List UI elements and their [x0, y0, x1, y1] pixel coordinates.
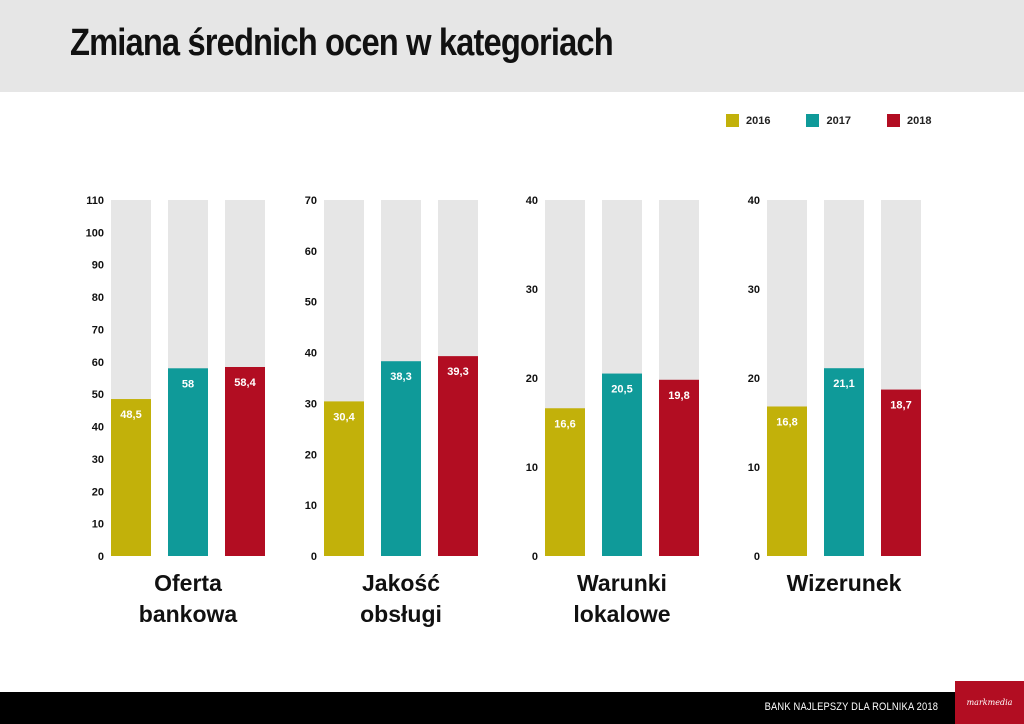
legend-item-2018: 2018 [886, 114, 932, 127]
legend-item-2017: 2017 [806, 114, 851, 127]
chart-group-4: 0 10 20 30 40 16,8 21,1 18,7 Wizerunek [748, 195, 921, 596]
footer-text: BANK NAJLEPSZY DLA ROLNIKA 2018 [764, 701, 938, 713]
y-tick-label: 0 [754, 551, 760, 563]
bar-value-label: 39,3 [447, 366, 468, 378]
y-tick-label: 40 [748, 195, 760, 207]
category-title: Warunki [577, 570, 667, 596]
y-tick-label: 20 [305, 449, 317, 461]
y-tick-label: 100 [86, 227, 104, 239]
legend-swatch-2017 [806, 114, 820, 127]
bar-2016 [111, 399, 151, 556]
bar-2018 [438, 356, 478, 556]
y-tick-label: 60 [92, 357, 104, 369]
y-tick-label: 110 [86, 195, 104, 207]
category-title: Oferta [154, 570, 222, 596]
bar-2018 [225, 366, 265, 556]
category-title: obsługi [360, 601, 442, 627]
category-title: Jakość [362, 570, 440, 596]
y-tick-label: 30 [748, 284, 760, 296]
header-band: Zmiana średnich ocen w kategoriach [0, 0, 1024, 92]
y-tick-label: 20 [748, 373, 760, 385]
chart-group-1: 0 10 20 30 40 50 60 70 80 90 100 110 48,5 58 58,4 Ofert… [86, 195, 265, 627]
y-tick-label: 0 [532, 551, 538, 563]
bar-value-label: 48,5 [120, 409, 141, 421]
y-tick-label: 20 [526, 373, 538, 385]
bar-value-label: 16,8 [776, 416, 797, 428]
y-tick-label: 40 [305, 348, 317, 360]
bar-2017 [602, 373, 642, 556]
bar-value-label: 21,1 [833, 378, 854, 390]
bar-value-label: 16,6 [554, 418, 575, 430]
y-tick-label: 0 [311, 551, 317, 563]
bar-value-label: 58 [182, 378, 194, 390]
legend: 2016 2017 2018 [726, 114, 967, 127]
logo-signature: markmedia [966, 698, 1013, 707]
bar-2017 [168, 368, 208, 556]
category-title: lokalowe [573, 601, 670, 627]
legend-item-2016: 2016 [726, 114, 770, 127]
page-title: Zmiana średnich ocen w kategoriach [70, 22, 614, 64]
bar-2018 [881, 389, 921, 556]
y-tick-label: 10 [526, 462, 538, 474]
y-tick-label: 10 [305, 500, 317, 512]
y-tick-label: 50 [92, 389, 104, 401]
y-tick-label: 60 [305, 246, 317, 258]
legend-swatch-2018 [886, 114, 900, 127]
legend-label-2016: 2016 [746, 114, 771, 127]
y-tick-label: 30 [305, 398, 317, 410]
legend-label-2018: 2018 [906, 114, 932, 127]
y-tick-label: 10 [92, 519, 104, 531]
bar-value-label: 30,4 [333, 411, 355, 423]
y-tick-label: 30 [92, 454, 104, 466]
bar-value-label: 20,5 [611, 384, 632, 396]
bar-value-label: 38,3 [390, 371, 411, 383]
y-tick-label: 70 [305, 195, 317, 207]
y-tick-label: 70 [92, 324, 104, 336]
bar-2016 [767, 406, 807, 556]
category-title: bankowa [139, 601, 238, 627]
legend-label-2017: 2017 [826, 114, 851, 127]
y-tick-label: 40 [92, 422, 104, 434]
footer-bar: BANK NAJLEPSZY DLA ROLNIKA 2018 [0, 692, 1024, 724]
bar-value-label: 58,4 [234, 377, 256, 389]
bar-2017 [824, 368, 864, 556]
category-title: Wizerunek [787, 570, 902, 596]
y-tick-label: 0 [98, 551, 104, 563]
chart-group-2: 0 10 20 30 40 50 60 70 30,4 38,3 39,3 Jakość obsługi [305, 195, 478, 627]
bar-value-label: 18,7 [890, 400, 911, 412]
bar-2016 [545, 408, 585, 556]
y-tick-label: 30 [526, 284, 538, 296]
bar-value-label: 19,8 [668, 390, 689, 402]
bar-2018 [659, 379, 699, 556]
y-tick-label: 80 [92, 292, 104, 304]
y-tick-label: 40 [526, 195, 538, 207]
footer-logo: markmedia [955, 681, 1024, 724]
y-tick-label: 10 [748, 462, 760, 474]
y-tick-label: 50 [305, 297, 317, 309]
y-tick-label: 20 [92, 486, 104, 498]
chart-group-3: 0 10 20 30 40 16,6 20,5 19,8 Warunki lokalowe [526, 195, 699, 627]
bar-2016 [324, 401, 364, 556]
legend-swatch-2016 [726, 114, 739, 127]
y-tick-label: 90 [92, 260, 104, 272]
bar-2017 [381, 361, 421, 556]
